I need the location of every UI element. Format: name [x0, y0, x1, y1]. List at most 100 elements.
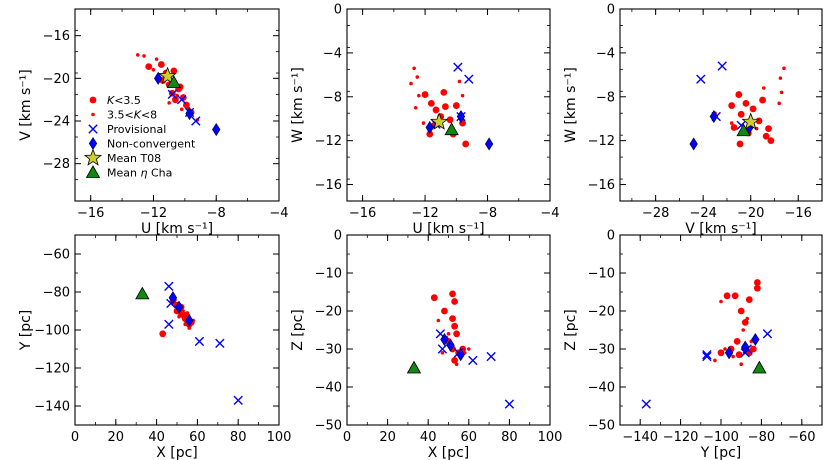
point-big-dot — [432, 106, 440, 114]
point-big-dot — [421, 91, 429, 98]
y-tick-label: −120 — [34, 362, 70, 377]
point-big-dot — [728, 102, 736, 109]
point-big-dot — [737, 307, 745, 315]
x-axis-label: X [pc] — [428, 445, 470, 460]
point-small-dot — [761, 86, 766, 90]
y-tick-label: −80 — [43, 286, 70, 301]
x-axis-label: V [km s⁻¹] — [685, 221, 756, 237]
point-diamond — [212, 122, 221, 137]
y-tick-label: −60 — [43, 248, 70, 263]
point-big-dot — [753, 279, 761, 286]
x-tick-label: −16 — [349, 206, 376, 221]
point-big-dot — [451, 322, 458, 330]
x-tick-label: −60 — [788, 430, 815, 445]
point-small-dot — [412, 66, 416, 71]
x-tick-label: 80 — [230, 430, 247, 445]
x-tick-label: −140 — [622, 430, 658, 445]
point-small-dot — [723, 347, 727, 351]
y-tick-label: −40 — [315, 381, 342, 396]
point-star — [429, 112, 449, 130]
point-x — [702, 351, 712, 362]
x-tick-label: 80 — [501, 430, 518, 445]
point-diamond — [425, 120, 434, 135]
point-big-dot — [753, 284, 761, 292]
point-x — [167, 89, 177, 100]
legend-marker-triangle — [85, 165, 101, 178]
point-x — [762, 329, 773, 339]
point-big-dot — [462, 140, 470, 148]
point-big-dot — [717, 349, 725, 357]
point-big-dot — [735, 91, 743, 98]
point-diamond — [185, 313, 194, 328]
y-tick-label: −16 — [588, 178, 615, 193]
point-small-dot — [436, 318, 441, 323]
x-tick-label: 60 — [461, 430, 478, 445]
point-x — [194, 336, 205, 347]
point-big-dot — [170, 67, 178, 75]
point-big-dot — [172, 96, 179, 104]
legend-label: Mean η Cha — [107, 167, 172, 180]
point-small-dot — [457, 79, 462, 84]
point-diamond — [689, 137, 698, 151]
point-big-dot — [427, 99, 435, 107]
y-tick-label: −50 — [315, 419, 342, 434]
x-tick-label: −8 — [207, 206, 226, 221]
axes-frame — [346, 234, 551, 426]
point-x — [717, 61, 727, 71]
point-small-dot — [167, 101, 171, 105]
point-small-dot — [413, 105, 418, 110]
point-diamond — [168, 291, 178, 305]
panel-uw: −16 −12 −8 −4 0 −4 −8 −12 −16 U [km s⁻¹] W [km s⁻¹… — [290, 3, 560, 238]
point-small-dot — [467, 347, 471, 351]
y-tick-label: −20 — [588, 305, 615, 320]
point-big-dot — [759, 96, 766, 104]
axes-frame — [74, 8, 280, 202]
panel-yz: −140 −120 −100 −80 −60 0 −10 −20 −30 −40 −50 Y [pc]… — [563, 229, 823, 460]
point-small-dot — [739, 362, 743, 367]
x-tick-label: 20 — [379, 430, 396, 445]
point-big-dot — [762, 132, 770, 140]
point-big-dot — [452, 102, 460, 109]
point-big-dot — [749, 345, 757, 353]
axes-frame — [619, 8, 823, 202]
legend-marker-small-dot — [91, 112, 95, 117]
point-small-dot — [417, 93, 421, 98]
point-triangle — [752, 360, 767, 374]
point-small-dot — [460, 93, 465, 98]
point-big-dot — [731, 292, 739, 300]
x-axis-label: U [km s⁻¹] — [141, 221, 213, 237]
point-big-dot — [451, 357, 458, 364]
y-tick-label: 0 — [607, 3, 615, 18]
point-x — [702, 350, 712, 360]
point-triangle — [444, 122, 459, 136]
point-big-dot — [451, 298, 458, 305]
point-diamond — [456, 348, 465, 362]
y-tick-label: −140 — [34, 400, 70, 415]
point-small-dot — [729, 121, 734, 125]
x-tick-label: −4 — [269, 206, 288, 221]
point-small-dot — [778, 76, 783, 80]
point-x — [641, 399, 651, 409]
y-tick-label: −10 — [315, 267, 342, 282]
axes-frame — [619, 234, 823, 426]
point-big-dot — [749, 105, 757, 113]
x-tick-label: 100 — [267, 430, 292, 445]
point-diamond — [709, 109, 719, 124]
point-diamond — [446, 338, 455, 352]
legend-marker-diamond — [88, 136, 98, 151]
x-tick-label: −12 — [140, 206, 167, 221]
y-tick-label: −20 — [43, 72, 70, 87]
panel-vw: −28 −24 −20 −16 0 −4 −8 −12 −16 V [km s⁻¹] W [km s… — [563, 3, 823, 237]
point-small-dot — [440, 351, 445, 355]
legend-marker-star — [83, 148, 103, 166]
point-x — [164, 281, 174, 291]
point-big-dot — [767, 137, 775, 145]
point-big-dot — [168, 89, 176, 97]
panel-xz: 0 20 40 60 80 100 0 −10 −20 −30 −40 −50 X [pc] Z [pc] — [290, 229, 562, 460]
point-x — [696, 74, 706, 84]
point-diamond — [751, 332, 760, 347]
y-tick-label: −12 — [315, 134, 342, 149]
point-big-dot — [441, 103, 449, 111]
point-triangle — [736, 123, 751, 137]
